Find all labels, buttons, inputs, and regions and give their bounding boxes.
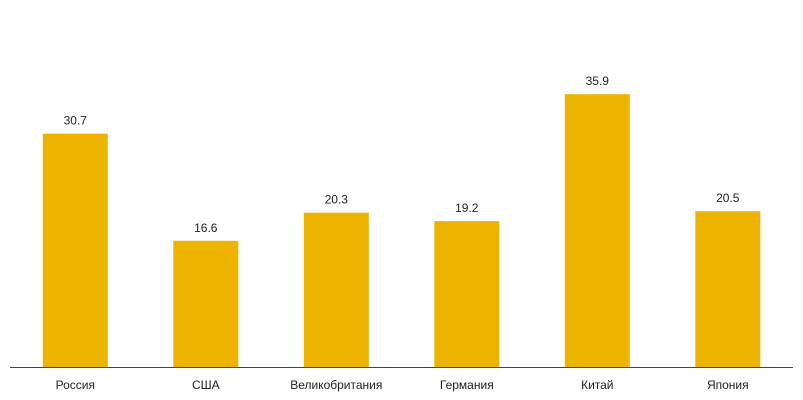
value-label-3: 19.2 xyxy=(455,201,479,215)
category-label-3: Германия xyxy=(440,378,494,392)
value-label-4: 35.9 xyxy=(586,74,610,88)
bar-2 xyxy=(303,212,369,367)
bar-0 xyxy=(42,133,108,367)
value-label-0: 30.7 xyxy=(64,114,88,128)
category-label-0: Россия xyxy=(56,378,95,392)
bar-3 xyxy=(434,221,500,367)
bar-4 xyxy=(564,94,630,367)
category-labels-group: Россия США Великобритания Германия Китай Япон… xyxy=(56,378,749,392)
bars-group xyxy=(42,94,761,367)
category-label-2: Великобритания xyxy=(290,378,382,392)
value-label-1: 16.6 xyxy=(194,221,218,235)
value-label-2: 20.3 xyxy=(325,193,349,207)
value-labels-group: 30.7 16.6 20.3 19.2 35.9 20.5 xyxy=(64,74,740,235)
bar-1 xyxy=(173,240,239,367)
value-label-5: 20.5 xyxy=(716,191,740,205)
category-label-5: Япония xyxy=(707,378,749,392)
bar-5 xyxy=(695,211,761,367)
category-label-4: Китай xyxy=(581,378,613,392)
category-label-1: США xyxy=(192,378,220,392)
